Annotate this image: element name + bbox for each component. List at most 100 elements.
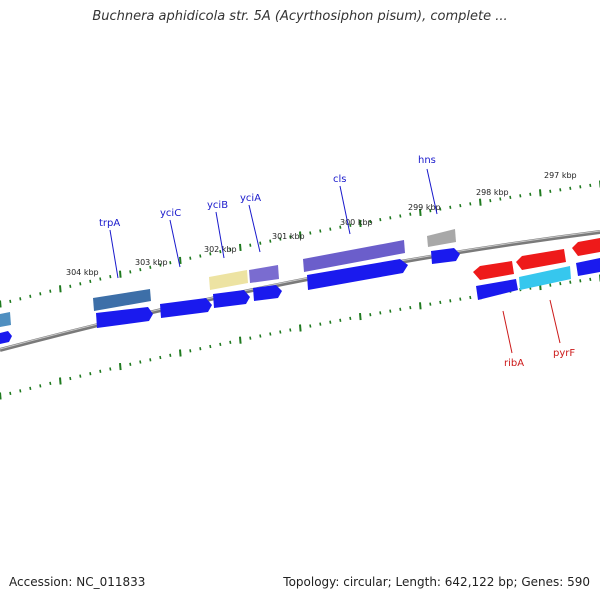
cds-arrow-reverse[interactable] bbox=[516, 249, 566, 270]
scale-tick bbox=[359, 313, 362, 321]
scale-tick bbox=[499, 197, 502, 201]
scale-tick bbox=[509, 195, 512, 200]
cds-arrow[interactable] bbox=[576, 258, 600, 276]
scale-tick bbox=[169, 353, 172, 357]
gene-feature-yciA[interactable] bbox=[249, 265, 279, 283]
scale-tick bbox=[299, 324, 302, 332]
scale-tick bbox=[569, 186, 572, 190]
gene-label-yciB[interactable]: yciB bbox=[207, 200, 228, 211]
scale-tick bbox=[29, 386, 32, 391]
gene-feature-cls[interactable] bbox=[303, 240, 405, 272]
scale-tick bbox=[69, 284, 72, 288]
scale-tick bbox=[279, 237, 282, 241]
gene-label-trpA[interactable]: trpA bbox=[99, 218, 120, 229]
scale-label: 302 kbp bbox=[204, 245, 237, 254]
scale-tick bbox=[529, 192, 532, 196]
scale-tick bbox=[49, 381, 52, 386]
cds-arrow-reverse[interactable] bbox=[572, 238, 600, 256]
scale-label: 303 kbp bbox=[135, 258, 168, 267]
scale-tick bbox=[79, 374, 82, 378]
gene-feature-trpA[interactable] bbox=[93, 289, 151, 311]
scale-tick bbox=[459, 203, 462, 208]
gene-feature-track bbox=[0, 229, 600, 327]
scale-tick bbox=[439, 207, 442, 211]
cds-arrow[interactable] bbox=[476, 279, 518, 300]
tick-ring-inner bbox=[0, 274, 600, 400]
cds-arrow[interactable] bbox=[160, 298, 212, 318]
scale-tick bbox=[249, 336, 252, 340]
accession-text: Accession: NC_011833 bbox=[9, 575, 146, 589]
scale-tick bbox=[399, 214, 402, 218]
scale-tick bbox=[559, 281, 562, 286]
cds-arrow[interactable] bbox=[307, 259, 408, 290]
gene-label-hns[interactable]: hns bbox=[418, 155, 436, 166]
scale-label: 297 kbp bbox=[544, 171, 577, 180]
scale-tick bbox=[59, 285, 62, 293]
cds-arrow[interactable] bbox=[213, 290, 250, 308]
scale-tick bbox=[19, 389, 22, 393]
gene-label-yciC[interactable]: yciC bbox=[160, 208, 181, 219]
scale-tick bbox=[429, 209, 432, 213]
gene-feature-pyrF[interactable] bbox=[519, 266, 571, 290]
scale-label: 301 kbp bbox=[272, 232, 305, 241]
scale-tick bbox=[69, 376, 72, 381]
scale-tick bbox=[449, 205, 452, 209]
scale-tick bbox=[589, 183, 592, 188]
cds-arrow[interactable] bbox=[96, 307, 153, 328]
gene-label-cls[interactable]: cls bbox=[333, 174, 347, 185]
scale-tick bbox=[169, 261, 172, 265]
cds-arrow[interactable] bbox=[0, 331, 12, 344]
scale-tick bbox=[119, 363, 122, 371]
scale-tick bbox=[209, 252, 212, 256]
scale-tick bbox=[49, 289, 52, 293]
scale-tick bbox=[239, 336, 242, 344]
scale-tick bbox=[379, 217, 382, 222]
leader-line bbox=[215, 211, 225, 259]
scale-tick bbox=[249, 243, 252, 247]
tick-ring-outer bbox=[0, 180, 600, 308]
cds-arrow[interactable] bbox=[431, 248, 460, 264]
scale-tick bbox=[589, 277, 592, 282]
scale-label: 298 kbp bbox=[476, 188, 509, 197]
scale-tick bbox=[239, 243, 242, 251]
scale-tick bbox=[139, 267, 142, 272]
cds-arrow[interactable] bbox=[253, 285, 282, 301]
leader-line bbox=[426, 168, 438, 215]
gene-label-ribA[interactable]: ribA bbox=[504, 358, 524, 369]
gene-labels: trpA yciC yciB yciA cls hns ribA pyrF bbox=[99, 155, 575, 369]
cds-arrow-reverse[interactable] bbox=[473, 261, 514, 280]
gene-feature-yciB[interactable] bbox=[209, 270, 248, 290]
scale-tick bbox=[229, 340, 232, 344]
scale-tick bbox=[369, 313, 372, 317]
scale-tick bbox=[579, 279, 582, 283]
scale-tick bbox=[99, 277, 102, 281]
gene-feature-left[interactable] bbox=[0, 312, 11, 327]
scale-tick bbox=[129, 362, 132, 366]
scale-tick bbox=[59, 377, 62, 385]
scale-tick bbox=[359, 219, 362, 227]
scale-tick bbox=[279, 330, 282, 334]
gene-feature-hns[interactable] bbox=[427, 229, 456, 247]
scale-tick bbox=[269, 239, 272, 243]
scale-tick bbox=[429, 302, 432, 306]
leader-line bbox=[549, 299, 561, 344]
scale-tick bbox=[409, 305, 412, 310]
gene-label-yciA[interactable]: yciA bbox=[240, 193, 261, 204]
scale-tick bbox=[229, 247, 232, 252]
leader-line bbox=[339, 185, 351, 235]
scale-tick bbox=[219, 342, 222, 347]
scale-tick bbox=[449, 299, 452, 303]
scale-tick bbox=[19, 297, 22, 301]
scale-tick bbox=[309, 324, 312, 328]
scale-tick bbox=[199, 347, 202, 351]
leader-line bbox=[109, 229, 119, 279]
gene-label-pyrF[interactable]: pyrF bbox=[553, 348, 575, 359]
scale-tick bbox=[339, 225, 342, 229]
scale-tick bbox=[569, 280, 572, 284]
scale-tick bbox=[39, 292, 42, 296]
scale-tick bbox=[289, 235, 292, 239]
scale-tick bbox=[209, 344, 212, 349]
scale-tick bbox=[189, 349, 192, 353]
scale-tick bbox=[289, 328, 292, 332]
